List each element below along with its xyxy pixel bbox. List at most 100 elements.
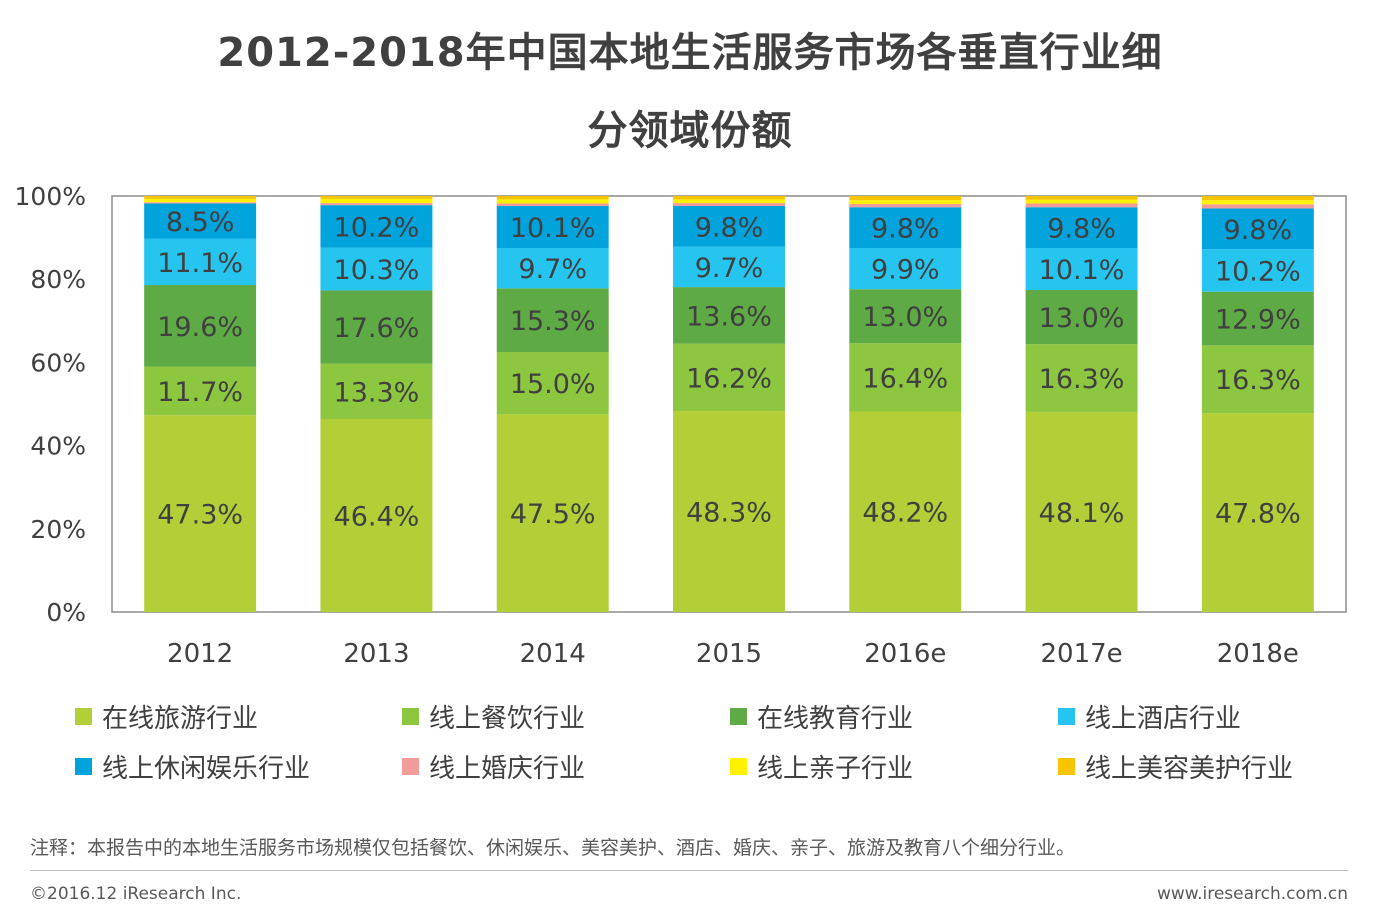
bar-segment bbox=[1201, 196, 1314, 201]
data-label: 19.6% bbox=[157, 312, 243, 343]
data-label: 16.3% bbox=[1039, 364, 1125, 395]
bar-segment bbox=[673, 203, 785, 206]
data-label: 10.3% bbox=[334, 255, 420, 286]
bar-segment bbox=[1025, 203, 1138, 208]
y-tick-label: 20% bbox=[30, 515, 86, 544]
bar-segment bbox=[144, 415, 257, 612]
bar-segment bbox=[320, 418, 433, 612]
chart-title-line1: 2012-2018年中国本地生活服务市场各垂直行业细 bbox=[217, 30, 1163, 76]
data-label: 10.2% bbox=[1215, 256, 1301, 287]
bar-segment bbox=[144, 196, 257, 199]
y-tick-label: 80% bbox=[30, 265, 86, 294]
bar-segment bbox=[849, 289, 962, 344]
data-label: 48.2% bbox=[862, 498, 948, 529]
data-label: 46.4% bbox=[334, 501, 420, 532]
stacked-bar-chart: 0% 20% 40% 60% 80% 100% 47.3% 11.7% 19.6% 11.1% 8.… bbox=[15, 182, 1347, 669]
bar-segment bbox=[1201, 413, 1314, 612]
data-label: 9.7% bbox=[518, 254, 587, 285]
bar-segment bbox=[496, 196, 609, 200]
data-label: 15.3% bbox=[510, 306, 596, 337]
bar-segment bbox=[673, 205, 785, 247]
bar-segment bbox=[320, 247, 433, 291]
data-label: 9.8% bbox=[1224, 215, 1293, 246]
bar-segment bbox=[849, 207, 962, 248]
data-label: 16.3% bbox=[1215, 365, 1301, 396]
bar-segment bbox=[496, 288, 609, 352]
bar-segment bbox=[496, 203, 609, 206]
data-label: 13.0% bbox=[1039, 303, 1125, 334]
data-label: 13.0% bbox=[862, 302, 948, 333]
legend-swatch bbox=[1058, 708, 1075, 725]
data-label: 10.1% bbox=[1039, 255, 1125, 286]
bar-segment bbox=[144, 238, 257, 286]
bar-segment bbox=[1201, 249, 1314, 292]
bar-segment bbox=[849, 203, 962, 208]
chart-title-line2: 分领域份额 bbox=[587, 108, 793, 154]
x-tick-label: 2016e bbox=[864, 639, 946, 669]
bar-segment bbox=[673, 246, 785, 288]
bar-segment bbox=[320, 203, 433, 206]
x-tick-label: 2013 bbox=[343, 639, 409, 669]
legend-item: 线上酒店行业 bbox=[1058, 698, 1241, 735]
legend-swatch bbox=[730, 708, 747, 725]
legend-item: 在线教育行业 bbox=[730, 698, 913, 735]
data-label: 10.2% bbox=[334, 212, 420, 243]
bar-segment bbox=[673, 199, 785, 204]
data-label: 10.1% bbox=[510, 213, 596, 244]
bar-segment bbox=[673, 287, 785, 344]
data-label: 47.5% bbox=[510, 499, 596, 530]
data-label: 11.7% bbox=[157, 377, 243, 408]
bar-segment bbox=[496, 414, 609, 612]
bar-segment bbox=[496, 199, 609, 204]
bar-segment bbox=[849, 343, 962, 412]
legend-swatch bbox=[402, 708, 419, 725]
legend-label: 线上餐饮行业 bbox=[429, 704, 586, 734]
y-tick-label: 0% bbox=[46, 598, 86, 627]
legend-label: 线上休闲娱乐行业 bbox=[102, 754, 311, 784]
data-label: 9.7% bbox=[695, 253, 764, 284]
legend-swatch bbox=[75, 708, 92, 725]
bar-segment bbox=[1025, 411, 1138, 612]
bar-segment bbox=[1025, 207, 1138, 248]
bar-segment bbox=[1201, 345, 1314, 414]
legend-item: 线上婚庆行业 bbox=[402, 748, 585, 785]
legend-swatch bbox=[75, 758, 92, 775]
data-label: 9.9% bbox=[871, 255, 940, 286]
footer-divider bbox=[30, 870, 1348, 871]
y-tick-label: 60% bbox=[30, 348, 86, 377]
y-tick-label: 40% bbox=[30, 432, 86, 461]
data-label: 47.3% bbox=[157, 500, 243, 531]
legend-swatch bbox=[1058, 758, 1075, 775]
bar-segment bbox=[144, 203, 257, 239]
data-label: 13.3% bbox=[334, 377, 420, 408]
footnote: 注释：本报告中的本地生活服务市场规模仅包括餐饮、休闲娱乐、美容美护、酒店、婚庆、… bbox=[30, 837, 1076, 859]
bar-segment bbox=[1025, 344, 1138, 412]
legend-label: 在线教育行业 bbox=[757, 704, 914, 734]
data-label: 17.6% bbox=[334, 313, 420, 344]
data-label: 9.8% bbox=[695, 212, 764, 243]
bar-segment bbox=[320, 205, 433, 248]
data-label: 11.1% bbox=[157, 248, 243, 279]
data-label: 9.8% bbox=[871, 214, 940, 245]
x-tick-label: 2018e bbox=[1217, 639, 1299, 669]
data-label: 16.2% bbox=[686, 363, 772, 394]
x-tick-label: 2017e bbox=[1040, 639, 1122, 669]
bar-segment bbox=[1201, 204, 1314, 209]
bar-segment bbox=[144, 198, 257, 203]
bar-segment bbox=[496, 248, 609, 289]
data-label: 9.8% bbox=[1047, 214, 1116, 245]
bar-segment bbox=[496, 205, 609, 248]
bar-segment bbox=[1025, 248, 1138, 291]
website-text: www.iresearch.com.cn bbox=[1156, 884, 1348, 904]
bar-segment bbox=[849, 248, 962, 290]
bar-segment bbox=[1201, 291, 1314, 346]
bar-segment bbox=[320, 290, 433, 364]
bar-segment bbox=[673, 196, 785, 200]
bar-segment bbox=[1201, 200, 1314, 205]
y-tick-label: 100% bbox=[15, 182, 86, 211]
legend-label: 线上美容美护行业 bbox=[1085, 754, 1294, 784]
bar-segment bbox=[673, 343, 785, 412]
data-label: 48.3% bbox=[686, 498, 772, 529]
bar-segment bbox=[849, 200, 962, 204]
data-label: 48.1% bbox=[1039, 498, 1125, 529]
